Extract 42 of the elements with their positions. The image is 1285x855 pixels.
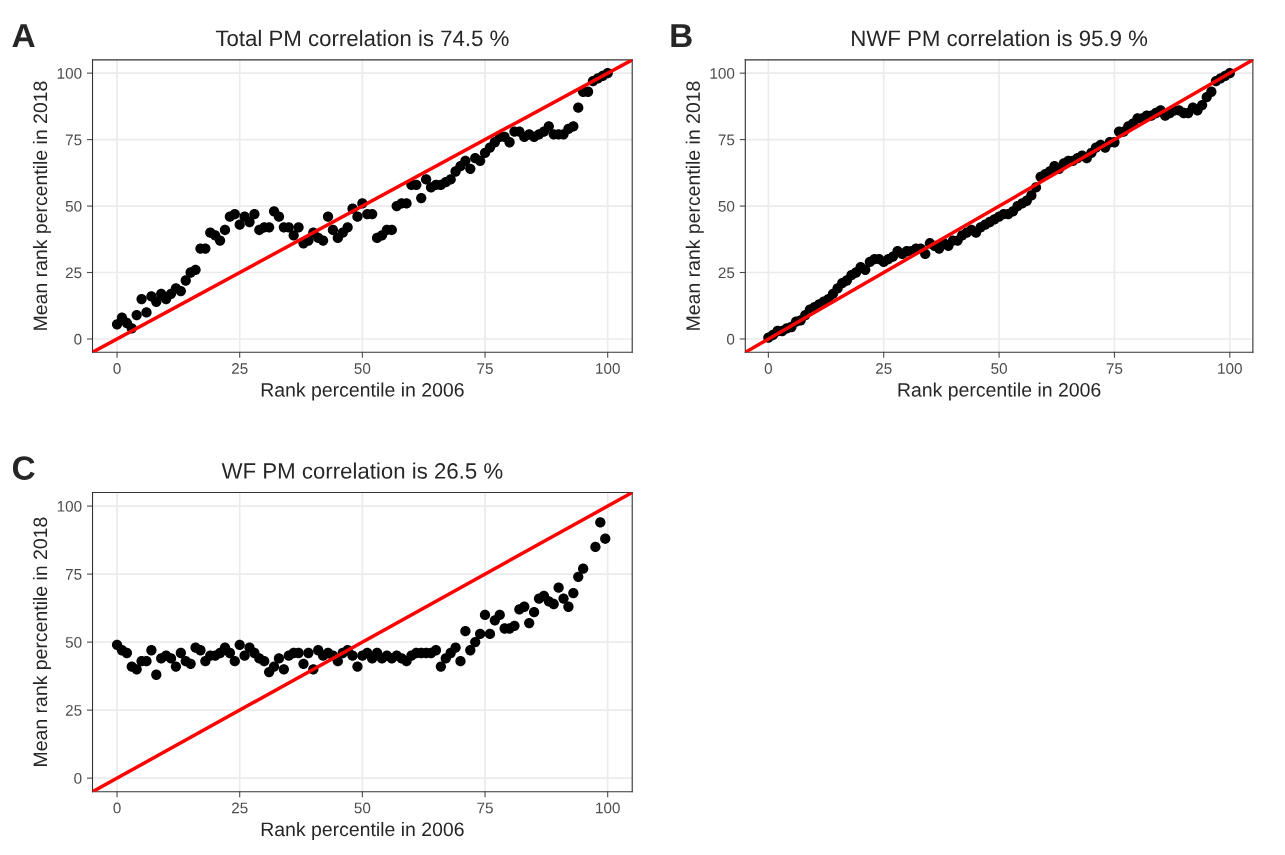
chart-title: NWF PM correlation is 95.9 % [852,29,1148,47]
x-tick-label: 25 [876,363,892,374]
x-tick-label: 100 [1218,363,1242,374]
x-tick-label: 0 [113,363,121,374]
y-tick-label: 0 [74,773,82,784]
y-tick-label: 75 [65,134,82,146]
x-tick-label: 100 [596,363,620,374]
y-axis-title: Mean rank percentile in 2018 [32,517,52,766]
chart-title: Total PM correlation is 74.5 % [215,29,509,47]
x-tick-label: 75 [1106,363,1123,374]
y-axis-title: Mean rank percentile in 2018 [685,81,704,330]
x-tick-label: 100 [596,802,620,814]
y-tick-label: 50 [718,200,735,212]
x-axis-title: Rank percentile in 2006 [898,382,1101,401]
y-tick-label: 0 [74,333,82,345]
y-tick-label: 100 [57,500,82,512]
y-tick-label: 100 [57,68,82,79]
y-tick-label: 50 [65,200,82,212]
text: B [671,24,692,48]
y-tick-label: 25 [718,267,735,279]
x-tick-label: 0 [764,363,773,374]
y-tick-label: 75 [65,569,82,580]
chart-title: WF PM correlation is 26.5 % [221,462,503,479]
x-tick-label: 50 [354,802,371,814]
x-tick-label: 25 [231,802,248,814]
y-tick-label: 50 [65,636,82,648]
text: A [12,24,35,48]
x-tick-label: 50 [354,363,371,374]
x-axis-title: Rank percentile in 2006 [261,821,464,841]
y-tick-label: 0 [726,333,735,345]
y-tick-label: 100 [710,68,735,79]
x-axis-title: Rank percentile in 2006 [261,382,464,401]
x-tick-label: 25 [231,363,248,374]
y-axis-title: Mean rank percentile in 2018 [32,81,52,330]
y-tick-label: 25 [65,704,82,716]
x-tick-label: 0 [113,802,121,814]
text: C [12,456,35,480]
x-tick-label: 75 [477,363,493,374]
y-tick-label: 25 [65,267,82,279]
x-tick-label: 50 [991,363,1007,374]
y-tick-label: 75 [718,134,735,146]
x-tick-label: 75 [477,802,493,814]
